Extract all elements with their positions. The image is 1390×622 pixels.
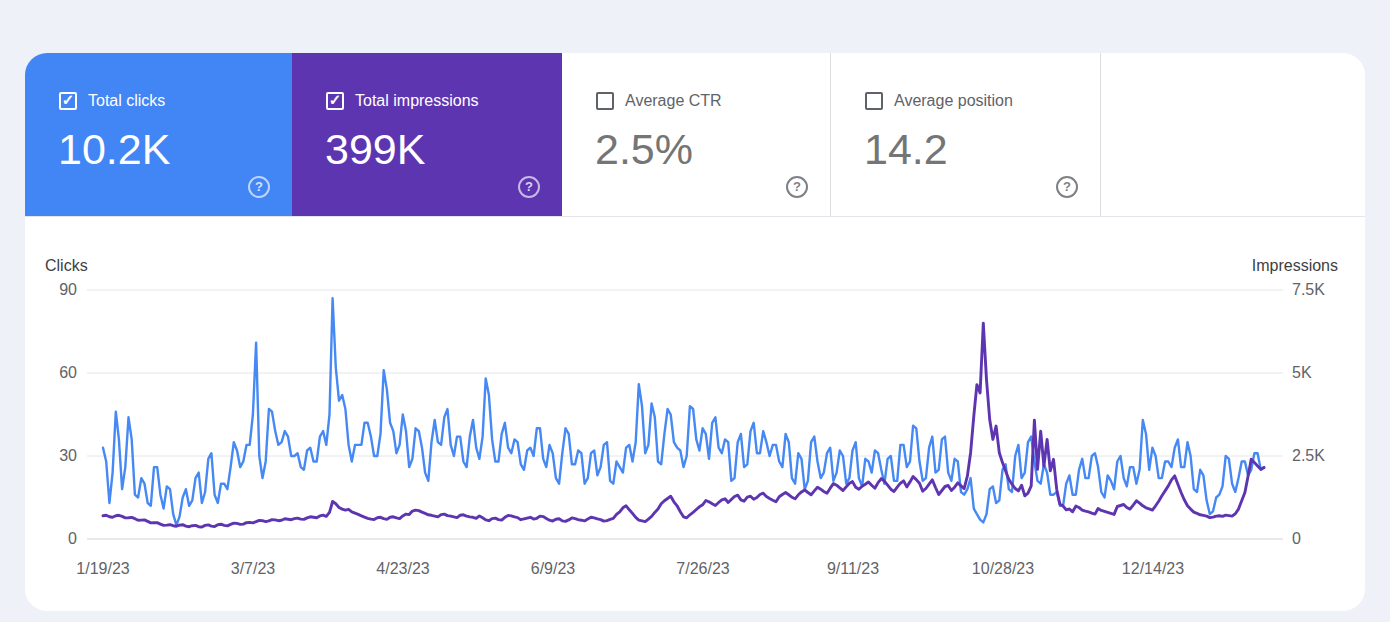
impressions-line [103,323,1264,527]
clicks-line [103,298,1264,525]
date-axis-tick: 12/14/23 [1108,560,1198,578]
date-axis-tick: 10/28/23 [958,560,1048,578]
date-axis-tick: 9/11/23 [808,560,898,578]
date-axis-tick: 7/26/23 [658,560,748,578]
chart-plot-area[interactable] [25,53,1365,611]
date-axis-tick: 1/19/23 [58,560,148,578]
impressions-axis-tick: 7.5K [1292,281,1325,299]
date-axis-tick: 3/7/23 [208,560,298,578]
impressions-axis-tick: 2.5K [1292,447,1325,465]
clicks-axis-tick: 60 [25,364,77,382]
date-axis-tick: 4/23/23 [358,560,448,578]
clicks-axis-tick: 90 [25,281,77,299]
page-background: ✓ Total clicks 10.2K ? ✓ Total impressio… [0,0,1390,622]
clicks-axis-tick: 30 [25,447,77,465]
clicks-axis-tick: 0 [25,530,77,548]
impressions-axis-tick: 5K [1292,364,1312,382]
impressions-axis-tick: 0 [1292,530,1301,548]
performance-card: ✓ Total clicks 10.2K ? ✓ Total impressio… [25,53,1365,611]
date-axis-tick: 6/9/23 [508,560,598,578]
